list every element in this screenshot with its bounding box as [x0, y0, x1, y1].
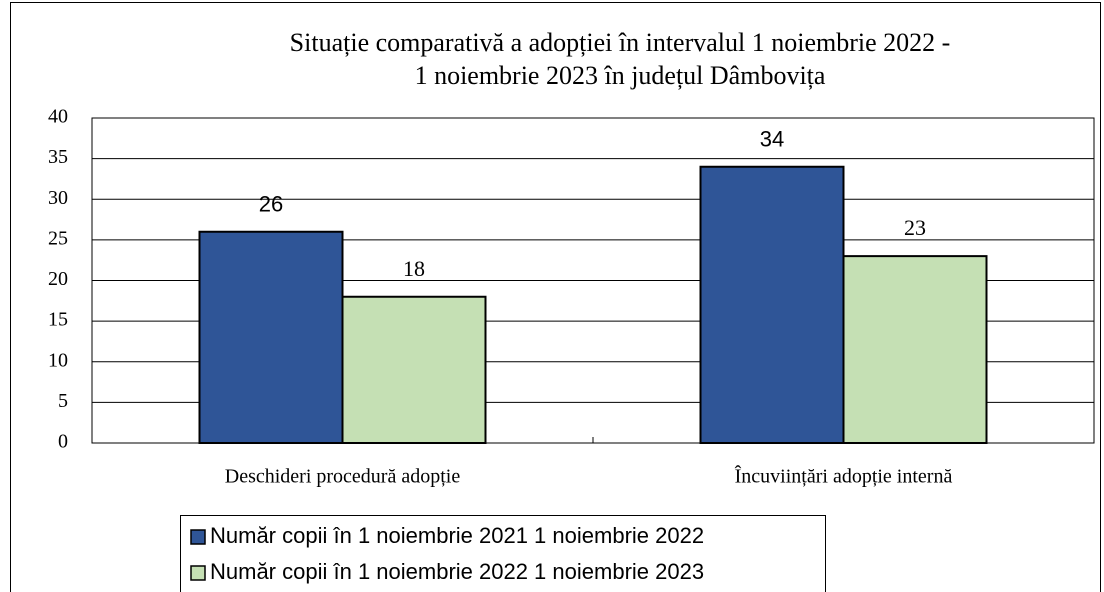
x-tick-label: Deschideri procedură adopție	[225, 466, 461, 488]
legend-swatch	[190, 565, 206, 581]
y-tick-label: 35	[48, 146, 68, 168]
y-tick-label: 20	[48, 268, 68, 290]
y-tick-label: 40	[48, 106, 68, 128]
data-label: 18	[403, 256, 425, 281]
y-tick-label: 10	[48, 349, 68, 371]
data-label: 23	[904, 215, 926, 240]
y-tick-label: 0	[58, 431, 68, 453]
x-tick-label: Încuviințări adopție internă	[735, 465, 953, 488]
y-tick-label: 25	[48, 227, 68, 249]
legend-label: Număr copii în 1 noiembrie 2022 1 noiemb…	[210, 559, 704, 584]
y-tick-label: 15	[48, 309, 68, 331]
y-tick-label: 30	[48, 187, 68, 209]
legend-label: Număr copii în 1 noiembrie 2021 1 noiemb…	[210, 523, 704, 548]
legend-swatch	[190, 529, 206, 545]
data-label: 34	[760, 127, 784, 152]
bar	[341, 295, 487, 444]
bar	[842, 255, 988, 444]
data-label: 26	[259, 192, 283, 217]
chart-title: Situație comparativă a adopției în inter…	[290, 28, 951, 57]
y-tick-label: 5	[58, 390, 68, 412]
bar	[198, 230, 344, 444]
legend-box	[180, 515, 826, 592]
chart-title: 1 noiembrie 2023 în județul Dâmbovița	[415, 61, 826, 90]
bar	[699, 165, 845, 444]
